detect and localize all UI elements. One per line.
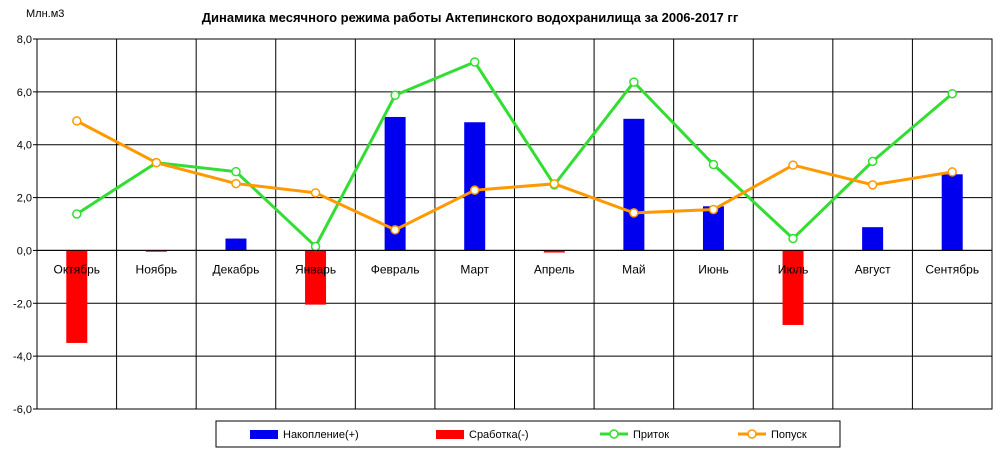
bar xyxy=(145,250,167,252)
y-axis-label: Млн.м3 xyxy=(26,8,64,20)
series-point xyxy=(947,88,957,99)
bar xyxy=(66,250,88,343)
y-tick-label: -2,0 xyxy=(13,298,32,310)
series-point xyxy=(708,159,719,170)
y-tick-label: 0,0 xyxy=(17,245,32,257)
plot-border xyxy=(36,38,993,410)
series-line xyxy=(76,119,953,232)
bar xyxy=(543,250,565,253)
legend-swatch xyxy=(250,430,278,439)
y-tick-label: 4,0 xyxy=(17,140,32,152)
legend-box xyxy=(215,420,841,448)
y-tick-label: 2,0 xyxy=(17,193,32,205)
y-tick-label: -4,0 xyxy=(13,351,32,363)
series-point xyxy=(867,156,878,167)
legend-label: Приток xyxy=(633,429,669,441)
series-point xyxy=(72,116,82,126)
bar xyxy=(384,116,406,251)
lines xyxy=(72,57,957,252)
series-point xyxy=(231,166,241,177)
bar xyxy=(305,250,327,305)
bar xyxy=(623,118,645,251)
bar xyxy=(941,174,963,251)
series-point xyxy=(469,185,480,195)
series-point xyxy=(231,178,241,189)
series-point xyxy=(788,233,798,244)
legend-label: Сработка(-) xyxy=(469,429,529,441)
axes: -6,0 -4,0 -2,0 0,0 2,0 4,0 6,0 8,0 Октябрь Ноябрь… xyxy=(13,34,993,416)
legend-swatch xyxy=(436,430,464,439)
x-tick-label: Октябрь xyxy=(54,262,101,276)
x-tick-label: Январь xyxy=(295,262,336,276)
x-tick-label: Июль xyxy=(778,262,809,276)
x-tick-label: Март xyxy=(460,262,489,276)
y-tick-label: 8,0 xyxy=(17,34,32,46)
series-line xyxy=(75,60,954,249)
legend-label: Попуск xyxy=(771,429,807,441)
x-tick-label: Август xyxy=(855,262,892,276)
series-point xyxy=(788,160,798,170)
x-tick-label: Апрель xyxy=(534,262,575,276)
series-point xyxy=(72,209,82,219)
series-point xyxy=(310,241,321,252)
series-point xyxy=(151,157,162,168)
series-point xyxy=(390,225,400,235)
y-tick-label: 6,0 xyxy=(17,87,32,99)
series-point xyxy=(310,188,321,198)
legend: Накопление(+) Сработка(-) Приток Попуск xyxy=(215,420,841,448)
series-point xyxy=(629,208,639,218)
series-point xyxy=(708,204,719,215)
chart-title: Динамика месячного режима работы Актепин… xyxy=(202,10,739,25)
y-tick-label: -6,0 xyxy=(13,404,32,416)
series-point xyxy=(549,179,560,189)
grid xyxy=(36,38,993,410)
legend-marker xyxy=(747,429,757,439)
legend-marker xyxy=(609,429,619,439)
bar xyxy=(225,238,247,251)
series-point xyxy=(469,57,480,67)
bar xyxy=(702,206,724,251)
series-point xyxy=(867,180,878,190)
x-tick-label: Сентябрь xyxy=(925,262,979,276)
x-tick-label: Февраль xyxy=(371,262,420,276)
bar xyxy=(862,227,884,251)
series-point xyxy=(390,90,400,101)
x-tick-label: Декабрь xyxy=(213,262,260,276)
bar xyxy=(782,250,804,325)
x-tick-label: Май xyxy=(622,262,646,276)
x-tick-label: Июнь xyxy=(698,262,729,276)
legend-label: Накопление(+) xyxy=(283,429,359,441)
series-point xyxy=(947,167,957,177)
series-point xyxy=(629,77,639,87)
x-tick-label: Ноябрь xyxy=(136,262,178,276)
